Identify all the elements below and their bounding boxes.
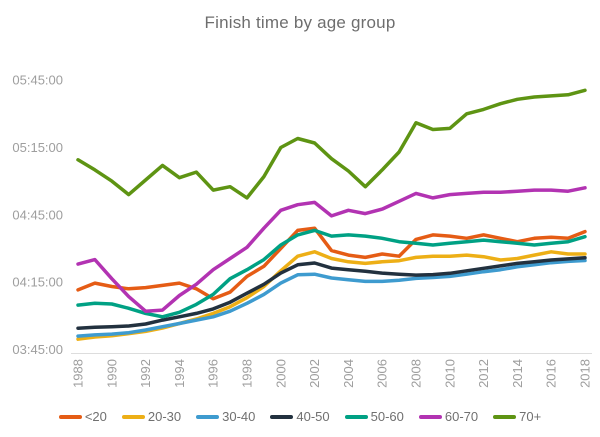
series-line-70+ [76, 88, 587, 200]
legend-item-50-60[interactable]: 50-60 [344, 409, 404, 424]
legend-swatch-icon [270, 414, 294, 419]
x-axis-tick-label: 2008 [409, 359, 424, 388]
legend-item-30-40[interactable]: 30-40 [196, 409, 255, 424]
series-line-50-60 [76, 228, 587, 319]
legend-item-70+[interactable]: 70+ [493, 409, 541, 424]
series-line-30-40 [76, 258, 587, 338]
legend-label: 20-30 [147, 409, 182, 424]
series-line-<20 [76, 226, 587, 301]
x-axis-tick-label: 2016 [544, 359, 559, 388]
y-axis-tick-label: 05:15:00 [12, 140, 63, 155]
y-axis-tick-label: 04:45:00 [12, 207, 63, 222]
legend-item-20-30[interactable]: 20-30 [121, 409, 182, 424]
chart-title: Finish time by age group [204, 13, 396, 32]
x-axis-tick-label: 1990 [104, 359, 119, 388]
legend-label: 50-60 [370, 409, 404, 424]
legend-item-60-70[interactable]: 60-70 [418, 409, 479, 424]
series-line-60-70 [76, 186, 587, 313]
y-axis-tick-label: 04:15:00 [12, 275, 63, 290]
y-axis-tick-label: 05:45:00 [12, 73, 63, 88]
legend-swatch-icon [493, 414, 517, 419]
x-axis-tick-label: 2010 [442, 359, 457, 388]
legend-swatch-icon [344, 414, 368, 419]
x-axis-tick-label: 1992 [138, 359, 153, 388]
x-axis-tick-label: 2002 [307, 359, 322, 388]
legend-label: 40-50 [296, 409, 330, 424]
legend-label: <20 [84, 409, 107, 424]
legend-swatch-icon [196, 414, 220, 419]
x-axis-tick-label: 2014 [510, 359, 525, 388]
x-axis-tick-label: 1994 [172, 359, 187, 388]
chart-legend: <20 20-30 30-40 40-50 50-60 60-70 70+ [0, 409, 600, 424]
legend-label: 70+ [519, 409, 542, 424]
x-axis-tick-label: 2000 [273, 359, 288, 388]
legend-swatch-icon [58, 414, 82, 419]
legend-item-40-50[interactable]: 40-50 [270, 409, 330, 424]
legend-item-<20[interactable]: <20 [58, 409, 107, 424]
series-line-40-50 [76, 256, 587, 330]
x-axis-tick-label: 2004 [341, 359, 356, 388]
x-axis-tick-label: 2018 [578, 359, 593, 388]
legend-swatch-icon [121, 414, 145, 419]
legend-label: 60-70 [444, 409, 479, 424]
x-axis-tick-label: 1988 [71, 359, 86, 388]
legend-swatch-icon [418, 414, 442, 419]
x-axis-tick-label: 1996 [206, 359, 221, 388]
x-axis-tick-label: 2006 [375, 359, 390, 388]
y-axis-tick-label: 03:45:00 [12, 342, 63, 357]
x-axis-tick-label: 2012 [476, 359, 491, 388]
x-axis-tick-label: 1998 [240, 359, 255, 388]
legend-label: 30-40 [222, 409, 256, 424]
